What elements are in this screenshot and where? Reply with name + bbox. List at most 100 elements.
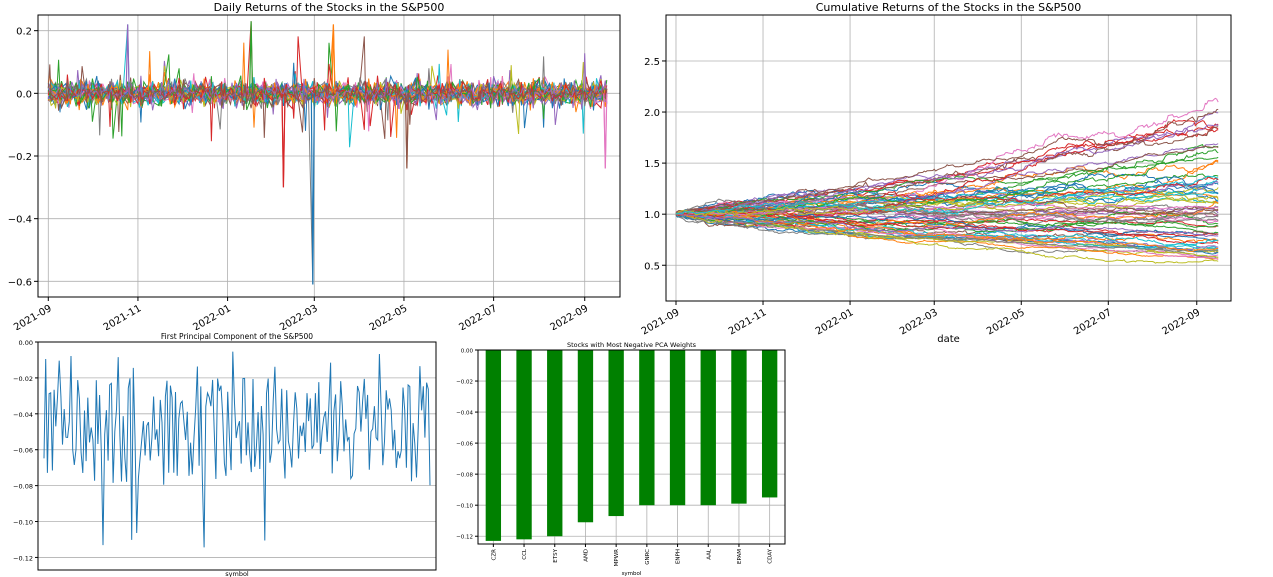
y-tick-label: −0.10 (456, 504, 473, 510)
daily-return-spike (310, 93, 315, 285)
x-tick-label: 2022-09 (549, 303, 591, 330)
x-axis-label: symbol (622, 571, 642, 577)
x-tick-label: GNRC (645, 549, 651, 565)
cumulative-return-series-line (675, 173, 1219, 221)
pca-line-svg: First Principal Component of the S&P500 0… (13, 332, 437, 577)
y-tick-label: −0.02 (13, 375, 33, 383)
cumulative-returns-axes-frame (665, 14, 1232, 302)
daily-returns-axes-frame (37, 14, 621, 298)
first-principal-component-chart: First Principal Component of the S&P500 0… (0, 330, 440, 577)
x-tick-label: 2022-07 (457, 303, 499, 330)
x-tick-label: CZR (491, 549, 497, 561)
x-tick-label: 2022-01 (814, 307, 856, 337)
cumulative-return-series-line (675, 204, 1219, 226)
bar-ccl (516, 350, 532, 540)
x-tick-label: CCL (522, 548, 528, 560)
cumulative-return-series-line (675, 200, 1219, 228)
cumulative-return-series-line (675, 211, 1219, 237)
y-tick-label: 2.5 (644, 57, 660, 68)
x-tick-label: MPWR (614, 549, 620, 567)
bar-cday (761, 350, 778, 498)
daily-return-spike (331, 24, 336, 94)
y-tick-label: −0.06 (456, 442, 473, 448)
x-tick-label: ETSY (553, 548, 559, 562)
pca-line-axes-frame (37, 341, 437, 571)
x-tick-label: 2022-05 (985, 307, 1027, 337)
daily-return-spike (249, 21, 254, 94)
cumulative-returns-plot-area (666, 15, 1231, 301)
cumulative-returns-svg: Cumulative Returns of the Stocks in the … (640, 1, 1232, 345)
y-tick-label: 0.00 (461, 349, 474, 355)
y-tick-label: −0.02 (456, 380, 473, 386)
bar-enph (669, 350, 686, 506)
y-tick-label: 0.0 (16, 89, 32, 100)
daily-return-series-line (47, 21, 608, 131)
x-tick-label: 2022-01 (191, 303, 233, 330)
x-tick-label: 2022-07 (1072, 307, 1114, 337)
y-tick-label: −0.04 (13, 411, 33, 419)
x-tick-label: 2022-09 (1161, 307, 1203, 337)
bar-gnrc (639, 350, 655, 506)
bar-mpwr (608, 350, 624, 517)
cumulative-return-series-line (675, 181, 1219, 215)
y-tick-label: −0.08 (456, 473, 473, 479)
y-tick-label: −0.6 (8, 277, 32, 288)
x-axis-label: symbol (225, 570, 249, 577)
cumulative-return-series-line (675, 211, 1219, 247)
x-tick-label: 2021-11 (102, 303, 144, 330)
cumulative-return-series-line (675, 211, 1219, 229)
y-tick-label: −0.2 (8, 152, 32, 163)
bar-amd (577, 350, 594, 523)
chart-title: Stocks with Most Negative PCA Weights (567, 341, 697, 349)
x-axis-label: date (937, 334, 960, 345)
pca-bar-svg: Stocks with Most Negative PCA Weights 0.0… (456, 341, 786, 577)
bar-aal (700, 350, 716, 506)
y-tick-label: −0.4 (8, 215, 32, 226)
y-tick-label: 0.00 (19, 339, 33, 347)
chart-title: First Principal Component of the S&P500 (161, 332, 313, 341)
cumulative-returns-chart: Cumulative Returns of the Stocks in the … (625, 0, 1273, 345)
y-tick-label: −0.10 (13, 519, 33, 527)
y-tick-label: 1.0 (644, 210, 660, 221)
daily-return-series-line (47, 64, 608, 133)
y-tick-label: 1.5 (644, 159, 660, 170)
daily-returns-chart: Daily Returns of the Stocks in the S&P50… (0, 0, 625, 330)
cumulative-return-series-line (675, 180, 1219, 215)
bar-czr (485, 350, 502, 541)
daily-return-spike (281, 93, 286, 188)
bar-epam (731, 350, 747, 504)
y-tick-label: 0.5 (644, 261, 660, 272)
x-tick-label: 2022-03 (898, 307, 940, 337)
cumulative-return-series-line (675, 190, 1219, 217)
y-tick-label: −0.08 (13, 483, 33, 491)
cumulative-return-series-line (675, 175, 1219, 216)
x-tick-label: EPAM (737, 549, 743, 564)
daily-returns-series-group (47, 21, 608, 285)
chart-title: Cumulative Returns of the Stocks in the … (816, 1, 1082, 14)
y-tick-label: −0.06 (13, 447, 33, 455)
x-tick-label: ENPH (676, 549, 682, 564)
x-tick-label: 2022-05 (368, 303, 410, 330)
daily-return-spike (125, 24, 130, 94)
y-tick-label: 0.2 (16, 27, 32, 38)
chart-title: Daily Returns of the Stocks in the S&P50… (214, 1, 445, 14)
y-tick-label: 2.0 (644, 108, 660, 119)
cumulative-return-series-line (675, 213, 1219, 238)
x-tick-label: CDAY (768, 548, 774, 563)
daily-return-series-line (47, 53, 608, 121)
x-tick-label: 2021-09 (12, 303, 54, 330)
cumulative-return-series-line (675, 214, 1219, 259)
daily-returns-svg: Daily Returns of the Stocks in the S&P50… (8, 1, 621, 330)
pca-bar-axes-frame (477, 349, 786, 545)
x-tick-label: 2021-09 (640, 307, 682, 337)
x-tick-label: 2021-11 (727, 307, 769, 337)
x-tick-label: 2022-03 (278, 303, 320, 330)
x-tick-label: AAL (706, 548, 712, 560)
negative-pca-weights-chart: Stocks with Most Negative PCA Weights 0.0… (445, 338, 790, 577)
cumulative-return-series-line (675, 212, 1219, 252)
x-tick-label: AMD (583, 549, 589, 562)
cumulative-return-series-line (675, 126, 1219, 215)
y-tick-label: −0.12 (13, 554, 33, 562)
cumulative-return-series-line (675, 197, 1219, 223)
pca-weight-line (43, 351, 431, 548)
